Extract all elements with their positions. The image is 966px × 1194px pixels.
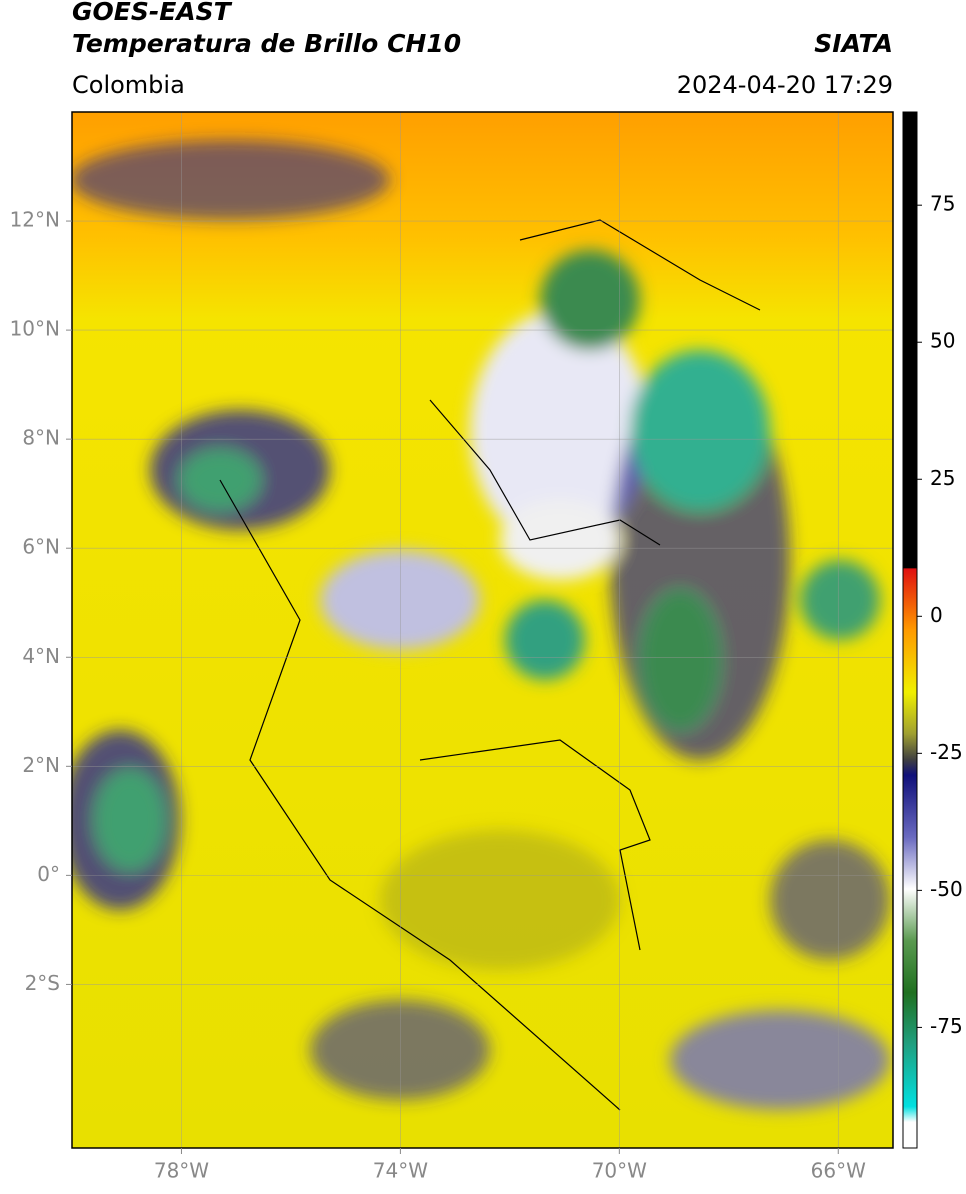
y-tick-label: 0° <box>37 862 60 886</box>
map-frame <box>71 111 894 1149</box>
region: Colombia <box>72 71 185 99</box>
title: GOES-EAST <box>72 0 233 26</box>
y-tick-label: 8°N <box>22 426 60 450</box>
x-tick-label: 74°W <box>373 1159 428 1183</box>
satellite-image <box>72 112 893 1148</box>
colorbar-tick-label: 50 <box>930 329 955 353</box>
datetime: 2024-04-20 17:29 <box>677 71 893 99</box>
y-tick-label: 12°N <box>10 208 60 232</box>
colorbar <box>902 111 918 1149</box>
colorbar-tick-label: -25 <box>930 740 963 764</box>
colorbar-tick-label: 0 <box>930 603 943 627</box>
x-tick-label: 70°W <box>592 1159 647 1183</box>
x-tick-label: 78°W <box>154 1159 209 1183</box>
colorbar-tick-label: -50 <box>930 877 963 901</box>
y-tick-label: 4°N <box>22 644 60 668</box>
colorbar-tick-label: 25 <box>930 466 955 490</box>
subtitle: Temperatura de Brillo CH10 <box>72 29 461 58</box>
colorbar-tick-label: -75 <box>930 1014 963 1038</box>
x-tick-label: 66°W <box>811 1159 866 1183</box>
y-tick-label: 2°S <box>25 971 60 995</box>
source: SIATA <box>814 29 893 58</box>
y-tick-label: 2°N <box>22 753 60 777</box>
colorbar-tick-label: 75 <box>930 192 955 216</box>
y-tick-label: 10°N <box>10 317 60 341</box>
borders <box>219 219 761 1111</box>
y-tick-label: 6°N <box>22 535 60 559</box>
